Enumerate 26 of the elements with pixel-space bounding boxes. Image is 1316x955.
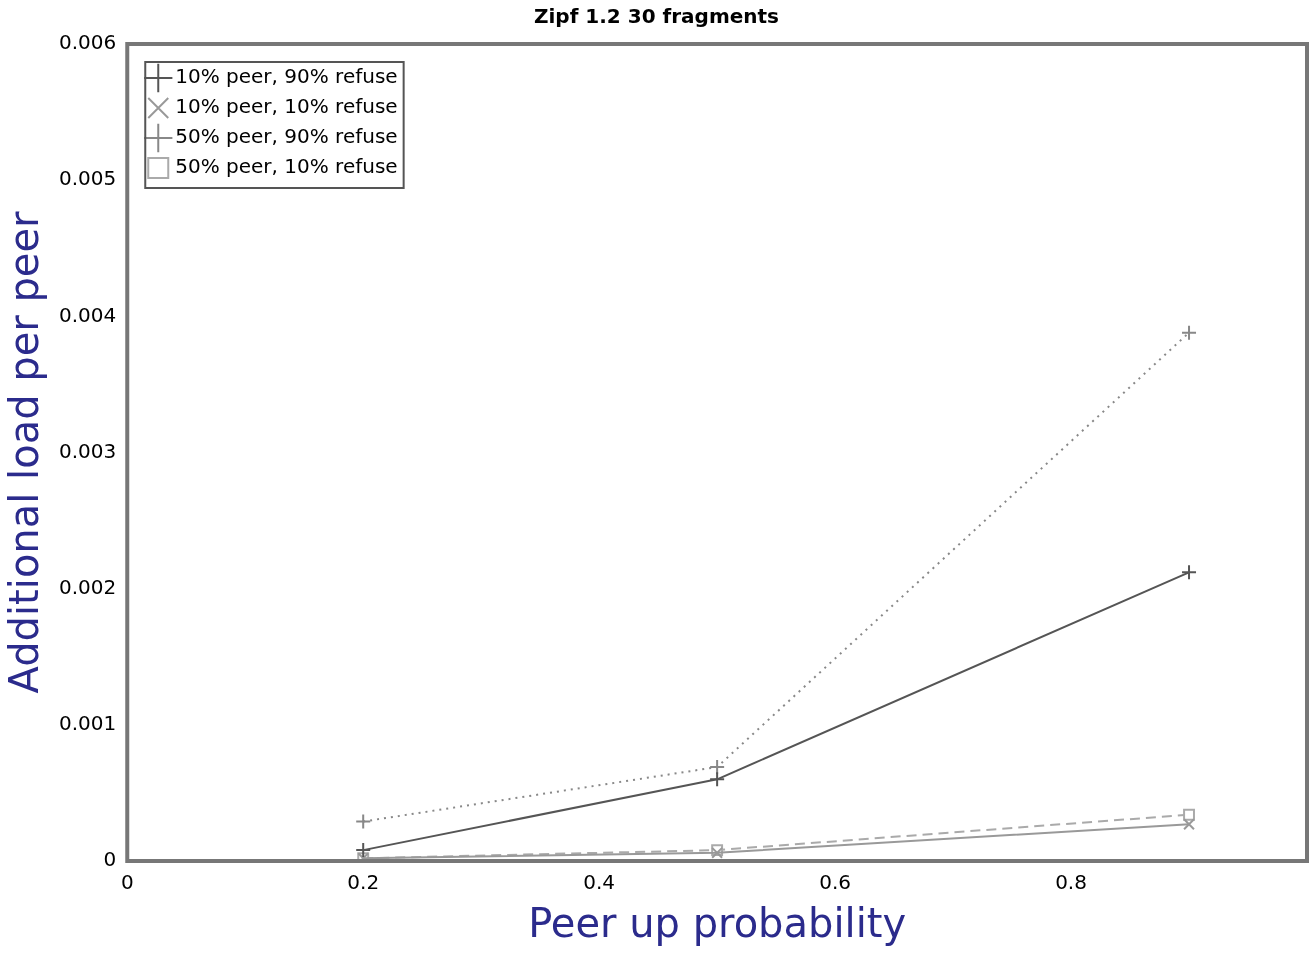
point [1181, 324, 1198, 341]
x-tick-label: 0.2 [347, 870, 380, 895]
point [1183, 818, 1195, 831]
legend-label: 50% peer, 90% refuse [175, 124, 398, 149]
y-tick-label: 0.002 [58, 574, 117, 599]
y-tick-label: 0.006 [58, 30, 117, 55]
point [1183, 808, 1195, 821]
point [355, 813, 372, 830]
point [355, 842, 372, 859]
point [709, 771, 726, 788]
y-tick-label: 0 [103, 847, 117, 872]
point [1181, 564, 1198, 581]
x-axis-title: Peer up probability [528, 900, 907, 947]
legend-label: 50% peer, 10% refuse [175, 154, 398, 179]
x-tick-label: 0.4 [583, 870, 616, 895]
y-tick-label: 0.001 [58, 711, 117, 736]
y-tick-label: 0.004 [58, 302, 117, 327]
legend-label: 10% peer, 10% refuse [175, 94, 398, 119]
y-tick-label: 0.003 [58, 438, 117, 463]
legend-label: 10% peer, 90% refuse [175, 64, 398, 89]
x-tick-label: 0.6 [819, 870, 852, 895]
y-tick-label: 0.005 [58, 166, 117, 191]
y-axis-title: Additional load per peer [1, 210, 48, 694]
x-tick-label: 0 [120, 870, 134, 895]
chart-title: Zipf 1.2 30 fragments [533, 4, 780, 29]
x-tick-label: 0.8 [1055, 870, 1087, 895]
